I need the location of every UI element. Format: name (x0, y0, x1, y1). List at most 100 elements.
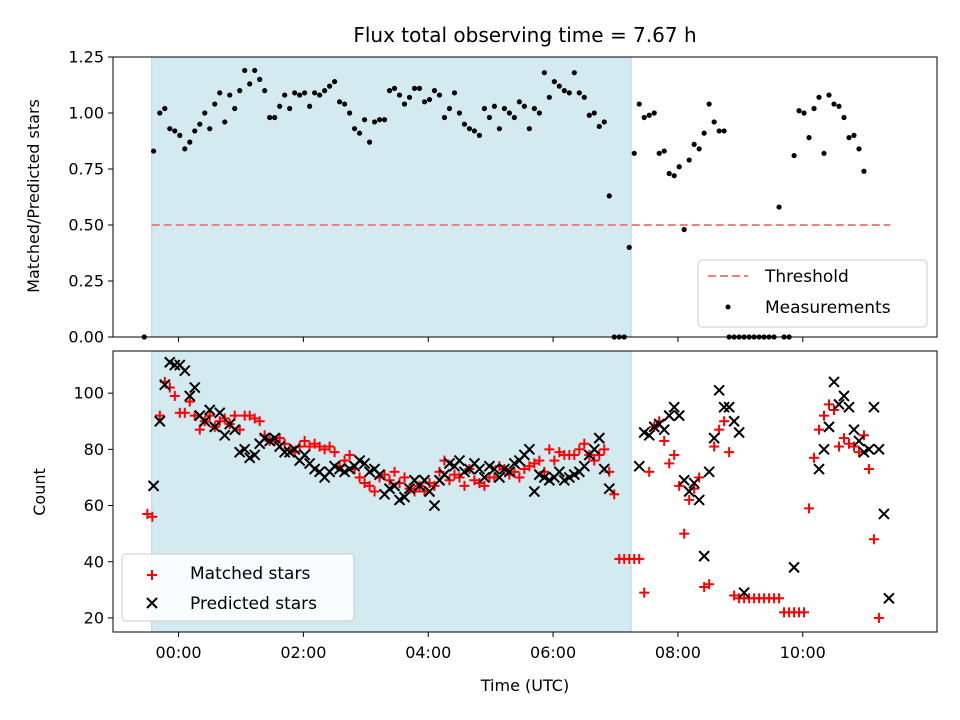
measurement-point (641, 114, 647, 121)
measurement-point (501, 105, 507, 112)
measurement-point (496, 126, 503, 132)
predicted-star-point (703, 466, 715, 478)
predicted-star-point (603, 482, 615, 495)
measurement-point (861, 168, 867, 174)
measurement-point (631, 150, 637, 156)
matched-star-point (609, 489, 620, 500)
measurement-point (227, 92, 233, 98)
chart-title: Flux total observing time = 7.67 h (353, 23, 696, 47)
predicted-star-point (438, 468, 451, 481)
matched-star-point (459, 480, 470, 491)
measurement-point (606, 193, 612, 199)
predicted-star-point (708, 432, 720, 444)
matched-star-point (639, 587, 650, 598)
top-legend: Threshold Measurements (697, 259, 928, 328)
measurement-point (157, 110, 163, 116)
measurement-point (801, 110, 807, 116)
measurement-point (302, 90, 308, 96)
legend-matched-swatch (147, 570, 157, 580)
measurement-point (721, 128, 727, 134)
predicted-star-point (643, 429, 655, 442)
measurement-point (816, 94, 822, 100)
measurement-point (421, 99, 428, 105)
measurement-point (651, 110, 657, 116)
measurement-point (307, 103, 313, 109)
measurement-point (416, 85, 423, 91)
matched-star-point (644, 466, 655, 477)
predicted-star-point (154, 415, 166, 427)
measurement-point (576, 90, 582, 96)
predicted-star-point (713, 384, 725, 397)
matched-star-point (674, 480, 685, 491)
predicted-star-point (853, 435, 865, 447)
bottom-legend: Matched stars Predicted stars (121, 553, 355, 622)
measurement-point (287, 105, 293, 112)
predicted-star-point (268, 432, 281, 444)
predicted-star-point (239, 443, 251, 456)
predicted-star-point (503, 466, 516, 478)
top-axes-frame (112, 56, 938, 338)
measurement-point (821, 150, 827, 156)
measurement-point (292, 90, 298, 96)
matched-star-point (419, 486, 430, 497)
measurement-point (456, 110, 463, 116)
matched-star-point (853, 447, 864, 458)
predicted-star-point (688, 477, 700, 489)
matched-star-point (324, 441, 335, 452)
matched-star-point (599, 444, 610, 455)
y-tick-label: 0.50 (68, 216, 104, 235)
measurement-point (277, 103, 283, 109)
matched-star-point (489, 472, 500, 483)
matched-star-point (184, 396, 195, 407)
measurement-point (386, 88, 393, 94)
predicted-star-point (398, 491, 411, 503)
x-tick-label: 02:00 (280, 643, 326, 662)
measurement-point (776, 204, 782, 210)
x-tick-label: 10:00 (780, 643, 826, 662)
matched-star-point (399, 472, 410, 483)
measurement-point (671, 173, 677, 179)
measurement-point (701, 130, 707, 136)
predicted-star-point (673, 409, 685, 422)
bottom-legend-box (121, 553, 355, 622)
matched-star-point (709, 441, 720, 452)
predicted-star-point (718, 401, 730, 413)
matched-star-point (339, 455, 350, 466)
matched-star-point (379, 469, 390, 480)
measurement-point (431, 88, 438, 94)
predicted-star-point (663, 409, 675, 422)
matched-star-point (589, 455, 600, 466)
matched-star-point (814, 424, 825, 435)
matched-star-point (634, 553, 645, 564)
measurement-point (272, 114, 278, 121)
measurement-point (666, 170, 672, 177)
measurement-point (401, 101, 408, 107)
predicted-star-point (878, 508, 890, 520)
measurement-point (521, 103, 527, 109)
measurement-point (391, 85, 398, 91)
measurement-point (626, 244, 632, 250)
matched-star-point (514, 472, 525, 483)
measurement-point (317, 92, 323, 98)
measurement-point (506, 110, 512, 116)
measurement-point (262, 88, 268, 94)
matched-star-point (809, 452, 820, 463)
measurement-point (511, 114, 517, 121)
matched-star-point (219, 413, 230, 424)
predicted-star-point (553, 466, 566, 478)
panel-counts: 20 40 60 80 100 00:00 02:00 04:00 06:00 08:00 10:… (30, 350, 938, 695)
measurement-point (656, 150, 662, 156)
predicted-star-point (423, 485, 436, 498)
measurement-point (257, 76, 263, 82)
matched-star-point (873, 612, 884, 623)
measurement-point (826, 92, 832, 98)
predicted-star-point (229, 423, 241, 436)
measurement-point (486, 114, 493, 121)
matched-star-point (724, 447, 735, 458)
measurement-point (356, 130, 363, 136)
predicted-star-point (723, 401, 735, 413)
predicted-star-point (818, 443, 830, 456)
bottom-y-ticks: 20 40 60 80 100 (73, 384, 113, 627)
matched-star-point (254, 416, 265, 427)
